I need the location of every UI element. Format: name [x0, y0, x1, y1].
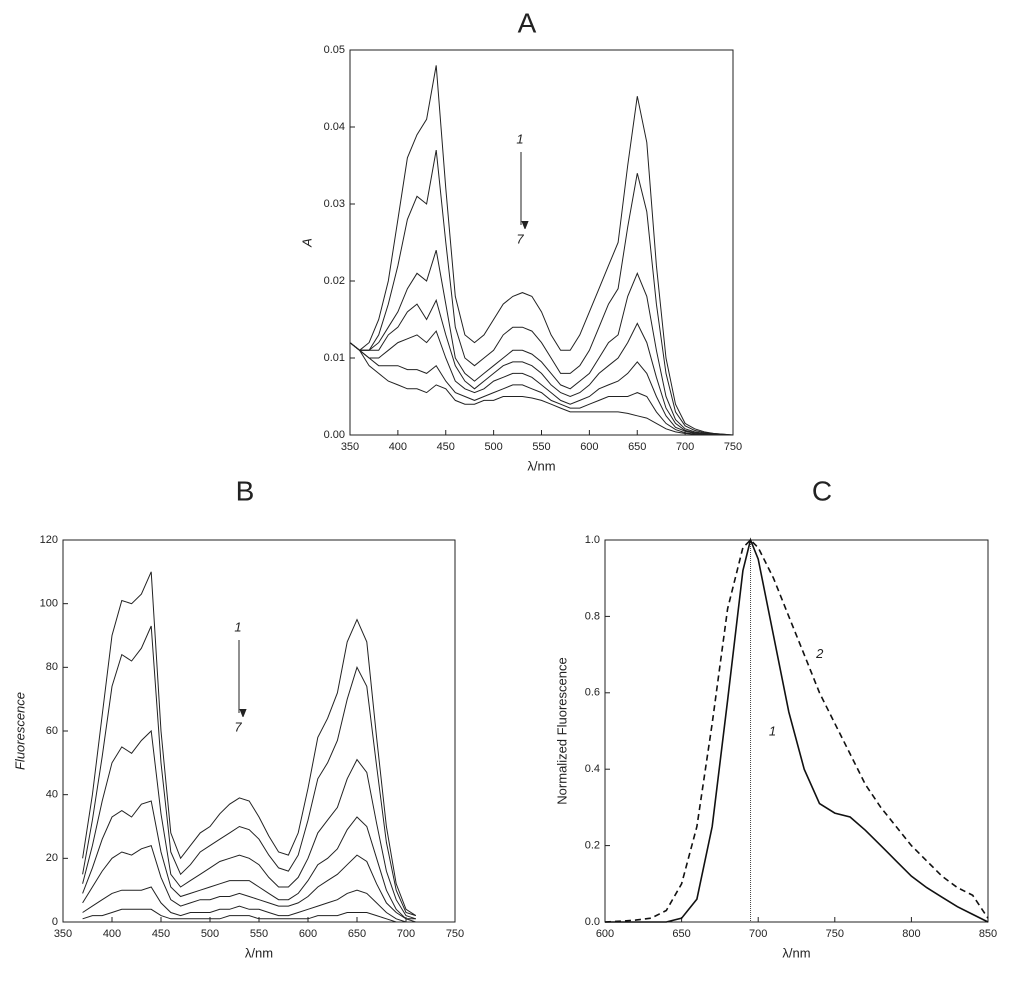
x-tick-label: 500 — [201, 928, 219, 940]
x-tick-label: 650 — [348, 928, 366, 940]
x-tick-label: 450 — [437, 441, 455, 453]
x-tick-label: 650 — [672, 928, 690, 940]
y-tick-label: 80 — [46, 661, 58, 673]
x-tick-label: 350 — [341, 441, 359, 453]
x-axis-label: λ/nm — [527, 458, 555, 473]
spectrum-line — [349, 342, 733, 436]
plot-frame — [604, 539, 989, 923]
x-tick-label: 700 — [749, 928, 767, 940]
y-tick-label: 20 — [46, 852, 58, 864]
x-tick-label: 450 — [152, 928, 170, 940]
chart-title: C — [812, 475, 832, 506]
spectrum-line — [82, 729, 416, 920]
curve-label: 2 — [815, 646, 824, 661]
spectrum-line — [349, 65, 734, 436]
y-tick-label: 0.01 — [324, 352, 345, 364]
x-tick-label: 350 — [54, 928, 72, 940]
y-tick-label: 120 — [40, 534, 58, 546]
x-tick-label: 600 — [596, 928, 614, 940]
x-tick-label: 600 — [299, 928, 317, 940]
chart-title: A — [518, 7, 537, 38]
x-tick-label: 550 — [250, 928, 268, 940]
y-axis-label: A — [299, 238, 314, 248]
spectrum-line — [349, 150, 734, 436]
annotation: 1 — [516, 131, 523, 146]
x-tick-label: 550 — [532, 441, 550, 453]
y-tick-label: 0.8 — [585, 610, 600, 622]
x-tick-label: 800 — [902, 928, 920, 940]
y-tick-label: 100 — [40, 598, 58, 610]
spectrum-line — [349, 298, 733, 436]
y-tick-label: 0.0 — [585, 916, 600, 928]
spectrum-line — [349, 250, 733, 436]
x-tick-label: 750 — [724, 441, 742, 453]
y-tick-label: 0.02 — [324, 275, 345, 287]
y-tick-label: 40 — [46, 789, 58, 801]
spectrum-line — [82, 571, 417, 917]
y-axis-label: Fluorescence — [12, 692, 27, 770]
y-tick-label: 0.05 — [324, 44, 345, 56]
spectrum-line — [82, 800, 416, 920]
spectrum-line — [349, 330, 733, 436]
y-tick-label: 0.04 — [324, 121, 345, 133]
x-tick-label: 700 — [397, 928, 415, 940]
x-tick-label: 750 — [446, 928, 464, 940]
x-tick-label: 500 — [484, 441, 502, 453]
x-tick-label: 700 — [676, 441, 694, 453]
annotation: 7 — [234, 719, 242, 734]
y-tick-label: 0.2 — [585, 840, 600, 852]
y-tick-label: 0 — [52, 916, 58, 928]
plot-frame — [349, 49, 734, 436]
spectrum-line — [82, 844, 416, 923]
annotation: 1 — [234, 619, 241, 634]
x-axis-label: λ/nm — [782, 945, 810, 960]
y-tick-label: 0.03 — [324, 198, 345, 210]
x-tick-label: 400 — [389, 441, 407, 453]
x-axis-label: λ/nm — [245, 945, 273, 960]
spectrum-line — [604, 538, 989, 923]
y-tick-label: 1.0 — [585, 534, 600, 546]
x-tick-label: 400 — [103, 928, 121, 940]
spectrum-line — [82, 625, 416, 917]
curve-label: 1 — [769, 723, 776, 738]
y-tick-label: 0.00 — [324, 429, 345, 441]
x-tick-label: 850 — [979, 928, 997, 940]
annotation: 7 — [516, 231, 524, 246]
x-tick-label: 600 — [580, 441, 598, 453]
spectrum-line — [82, 908, 416, 923]
y-axis-label: Normalized Fluorescence — [554, 657, 569, 804]
y-tick-label: 0.6 — [585, 687, 600, 699]
y-tick-label: 0.4 — [585, 763, 600, 775]
spectrum-line — [82, 886, 416, 923]
chart-title: B — [236, 475, 255, 506]
y-tick-label: 60 — [46, 725, 58, 737]
x-tick-label: 650 — [628, 441, 646, 453]
x-tick-label: 750 — [826, 928, 844, 940]
spectrum-line — [605, 537, 989, 923]
spectrum-line — [349, 342, 733, 436]
